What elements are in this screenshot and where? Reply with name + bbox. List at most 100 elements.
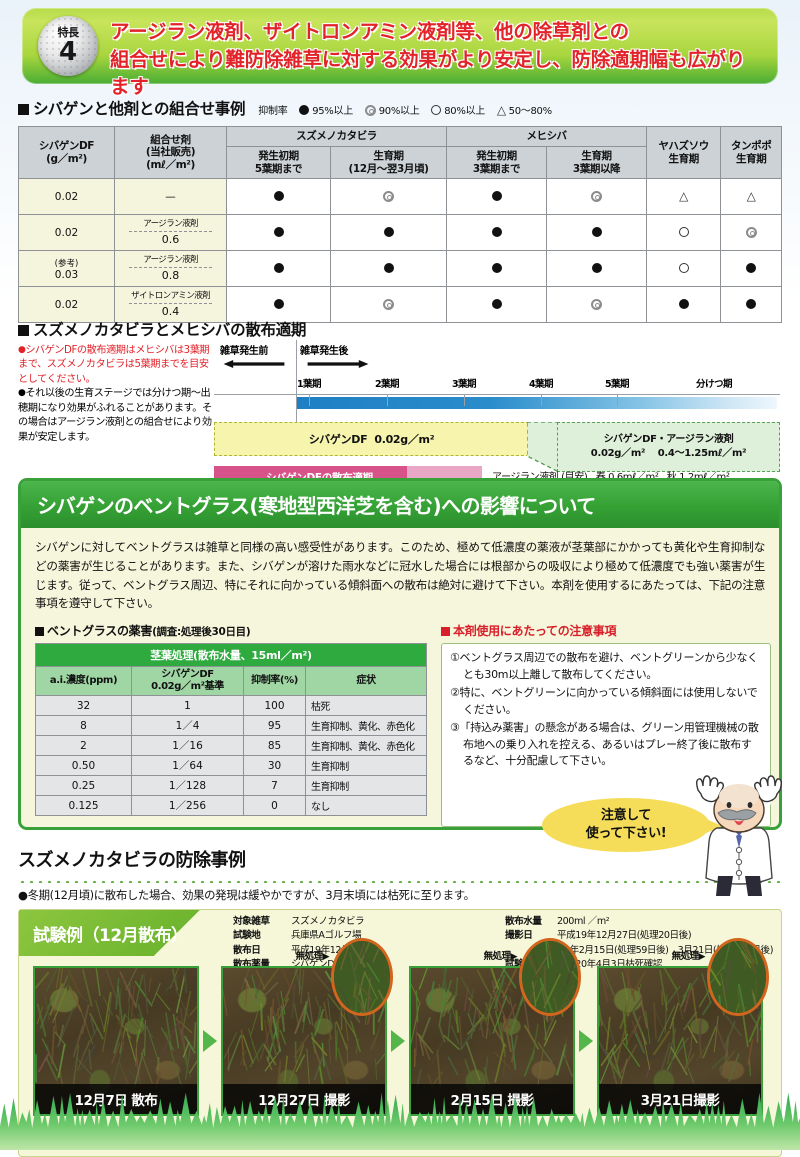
timing-note-0-text: シバゲンDFの散布適期はメヒシバは3葉期まで、スズメノカタビラは5葉期までを目安… [18, 345, 210, 385]
symbol-filled-icon [491, 298, 502, 309]
th-mehishiba-early-l1: 発生初期 [476, 149, 517, 162]
timeline-stage-6: 出穂期 [794, 376, 800, 390]
untreated-label: 無処理▶ [671, 951, 706, 962]
cell-combo: ザイトロンアミン液剤 0.4 [114, 286, 227, 324]
photo-sequence-arrow-icon [575, 966, 597, 1116]
bentgrass-table-heading: ベントグラスの薬害(調査:処理後30日目) [35, 622, 427, 639]
photo-sequence-arrow-icon [387, 966, 409, 1116]
combination-section: シバゲンと他剤との組合せ事例 抑制率 95%以上 90%以上 80%以上 △ 5… [18, 97, 782, 324]
label-after-emergence: 雑草発生後 [300, 346, 348, 357]
cell-combo: — [114, 178, 227, 216]
cell-ratio: 1／4 [131, 715, 244, 737]
symbol-double-circle-icon [383, 298, 394, 310]
symbol-filled-icon [299, 105, 310, 115]
cell-combo: アージラン液剤 0.6 [114, 214, 227, 252]
case-lead: ●冬期(12月頃)に散布した場合、効果の発現は緩やかですが、3月末頃には枯死に至… [18, 887, 782, 903]
combination-table-body: 0.02 — △ △ 0.02 アージラン液剤 0.6 (参考) 0.03 アージラン液剤 0.8 0… [18, 178, 782, 324]
timeline-stage-2: 3葉期 [451, 379, 477, 390]
cell-efficacy [330, 250, 447, 288]
caution-item-0: ①ベントグラス周辺での散布を避け、ベントグリーンから少なくとも30m以上離して散… [450, 651, 758, 681]
bentgrass-header-row: a.i.濃度(ppm) シバゲンDF 0.02g／m²基準 抑制率(%) 症状 [35, 666, 427, 697]
meta-key: 試験地 [233, 930, 261, 942]
grass-illustration [223, 968, 385, 1090]
meta-value: 平成19年12月7日 [291, 944, 365, 956]
bullet-square-icon [18, 104, 29, 115]
symbol-filled-icon [746, 298, 757, 309]
symbol-triangle-icon: △ [679, 189, 689, 204]
meta-key: 対象雑草 [233, 916, 270, 927]
cell-rate: 100 [243, 695, 306, 717]
feature-banner-body: 特長 4 アージラン液剤、ザイトロンアミン液剤等、他の除草剤との 組合せにより難… [22, 8, 778, 98]
meta-value: スズメノカタビラ [291, 916, 365, 927]
cell-efficacy [720, 250, 782, 288]
th-tanpopo-l2: 生育期 [736, 152, 767, 165]
bullet-square-icon-red [441, 626, 450, 636]
table-row: (参考) 0.03 アージラン液剤 0.8 [18, 250, 782, 288]
th-tanpopo-l1: タンポポ [730, 139, 772, 152]
combination-heading-text: シバゲンと他剤との組合せ事例 [33, 100, 246, 118]
box-connector-shape [527, 422, 559, 472]
timeline-tick-0 [309, 394, 310, 406]
timeline-stage-5: 分けつ期 [695, 379, 733, 390]
table-row: 0.25 1／128 7 生育抑制 [35, 775, 427, 797]
cell-efficacy [226, 178, 331, 216]
bentgrass-table-column: ベントグラスの薬害(調査:処理後30日目) 茎葉処理(散布水量、15ml／m²)… [35, 622, 427, 827]
scientist-mascot-icon [696, 775, 782, 896]
badge-number: 4 [58, 37, 78, 67]
cell-concentration: 0.50 [35, 755, 132, 777]
timing-note-0: ●シバゲンDFの散布適期はメヒシバは3葉期まで、スズメノカタビラは5葉期までを目… [18, 344, 214, 387]
meta-key: 散布水量 [505, 916, 542, 927]
cell-ratio: 1／64 [131, 755, 244, 777]
grass-footer-decoration [0, 1092, 800, 1150]
cell-ratio: 1 [131, 695, 244, 717]
case-lead-bullet-icon: ● [18, 888, 28, 902]
cell-rate: 85 [243, 735, 306, 757]
untreated-inset-photo [707, 938, 769, 1016]
th-df-ratio-l2: 0.02g／m²基準 [151, 681, 224, 693]
combo-value: 0.4 [161, 304, 180, 318]
cell-efficacy [446, 250, 547, 288]
cell-concentration: 0.25 [35, 775, 132, 797]
timing-section: スズメノカタビラとメヒシバの散布適期 ●シバゲンDFの散布適期はメヒシバは3葉期… [18, 318, 782, 488]
caution-item-2: ③「持込み薬害」の懸念がある場合は、グリーン用管理機械の散布地への乗り入れを控え… [450, 721, 759, 768]
box-shibagen-df: シバゲンDF 0.02g／m² [214, 422, 529, 456]
timing-note-1-text: それ以後の生育ステージでは分けつ期～出穂期になり効果がふれることがあります。その… [18, 388, 212, 443]
cell-dose: (参考) 0.03 [18, 250, 115, 288]
symbol-filled-icon [591, 226, 602, 237]
meta-row: 散布日 平成19年12月7日 [233, 944, 489, 958]
legend-label-3: 50～80% [508, 106, 552, 117]
th-yahazusou-l1: ヤハズソウ [658, 139, 710, 152]
table-row: 32 1 100 枯死 [35, 695, 427, 717]
timeline-tick-2 [464, 394, 465, 406]
cell-symptom: 生育抑制 [305, 775, 427, 797]
symbol-filled-icon [273, 226, 284, 237]
combo-cell: アージラン液剤 0.6 [115, 219, 226, 246]
dose-value: 0.03 [54, 268, 79, 281]
arrow-right-icon [307, 360, 369, 368]
case-photo-item: 12月27日 撮影 無処理▶ [221, 938, 393, 1116]
cell-efficacy [330, 178, 447, 216]
cell-efficacy [446, 178, 547, 216]
box-green-l1: シバゲンDF・アージラン液剤 [603, 433, 734, 445]
th-tanpopo: タンポポ 生育期 [720, 125, 782, 180]
symbol-double-circle-icon [745, 226, 757, 238]
th-combo-l2: (当社販売) [145, 146, 196, 159]
photo-sequence-arrow-icon [199, 966, 221, 1116]
legend-label-2: 80%以上 [444, 106, 485, 117]
symbol-filled-icon [273, 298, 284, 309]
untreated-label: 無処理▶ [483, 951, 518, 962]
symbol-open-circle-icon [431, 105, 442, 115]
meta-row: 対象雑草 スズメノカタビラ [233, 915, 489, 929]
cell-dose: 0.02 [18, 214, 115, 252]
cell-dose: 0.02 [18, 286, 115, 324]
arrow-right-small-icon: ▶ [322, 952, 330, 962]
untreated-label: 無処理▶ [295, 951, 330, 962]
th-ai-concentration: a.i.濃度(ppm) [35, 666, 132, 697]
bentgrass-band-label: 茎葉処理(散布水量、15ml／m²) [35, 643, 427, 668]
symbol-filled-icon [383, 226, 394, 237]
banner-line-1: アージラン液剤、ザイトロンアミン液剤等、他の除草剤との [110, 20, 629, 43]
dotted-divider [18, 875, 782, 883]
legend-label-1: 90%以上 [378, 106, 420, 117]
cell-rate: 0 [243, 795, 306, 817]
